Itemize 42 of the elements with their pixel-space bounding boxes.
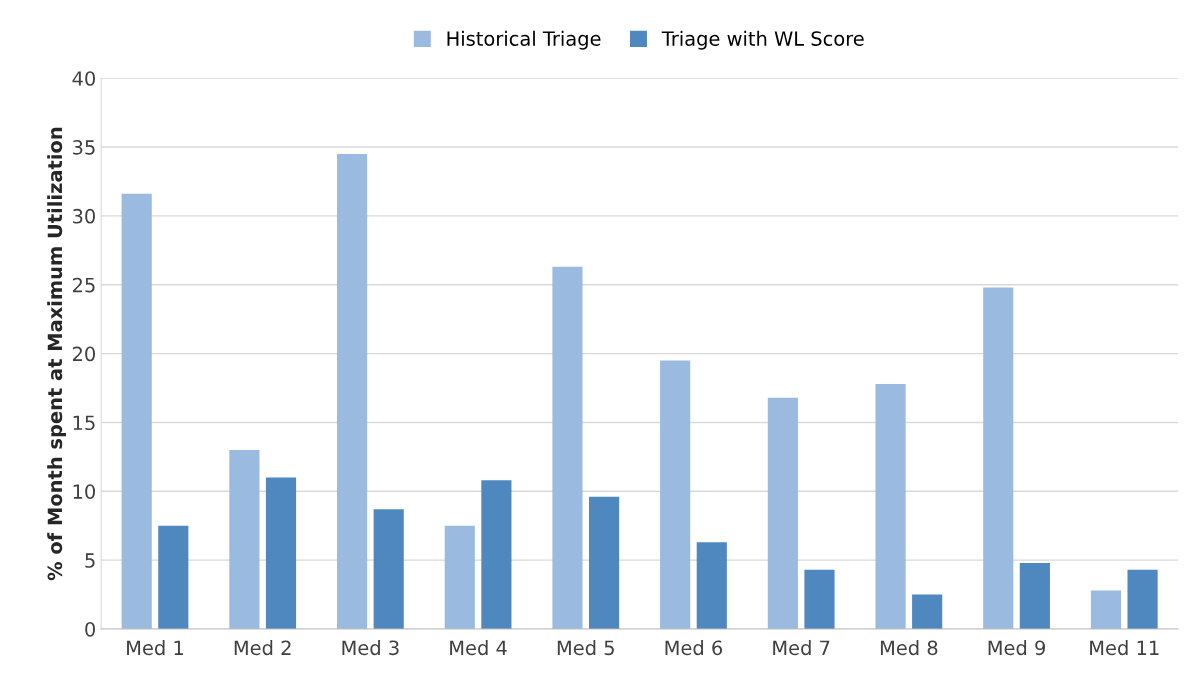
y-tick-label: 5 (85, 553, 95, 568)
bar (660, 360, 691, 629)
bar (875, 383, 906, 629)
y-tick-label: 35 (73, 140, 95, 155)
x-tick-label: Med 7 (773, 640, 830, 656)
x-tick-label: Med 9 (988, 640, 1046, 656)
bar (229, 449, 260, 629)
y-tick-label: 15 (73, 415, 95, 431)
bar (589, 496, 620, 629)
legend-label: Historical Triage (447, 30, 601, 50)
bar (373, 509, 404, 629)
bar (983, 287, 1014, 629)
bar (121, 193, 152, 629)
x-tick-label: Med 4 (450, 640, 507, 656)
bar (481, 480, 512, 629)
x-tick-label: Med 8 (880, 640, 938, 656)
y-tick-label: 20 (72, 346, 95, 362)
bar (1019, 562, 1050, 629)
y-tick-label: 25 (72, 277, 95, 293)
y-tick-label: 40 (72, 71, 95, 86)
x-tick-label: Med 1 (127, 640, 184, 656)
bar (158, 525, 189, 629)
y-tick-label: 10 (73, 484, 95, 499)
x-tick-label: Med 3 (342, 640, 399, 656)
bar (337, 153, 368, 629)
legend-label: Triage with WL Score (661, 30, 864, 50)
bar (912, 594, 943, 629)
bar (1090, 590, 1122, 629)
y-tick-label: 30 (73, 208, 95, 224)
x-tick-label: Med 11 (1090, 640, 1159, 656)
bar (696, 542, 727, 629)
x-tick-label: Med 2 (234, 640, 291, 656)
y-axis-title: % of Month spent at Maximum Utilization (47, 127, 66, 581)
x-tick-label: Med 6 (665, 640, 723, 656)
bar (804, 569, 835, 629)
bar (552, 266, 583, 629)
bar (1127, 569, 1158, 629)
bar (265, 477, 297, 629)
bar (444, 525, 475, 629)
bar (767, 397, 798, 629)
x-tick-label: Med 5 (557, 640, 614, 656)
y-tick-label: 0 (85, 621, 95, 637)
